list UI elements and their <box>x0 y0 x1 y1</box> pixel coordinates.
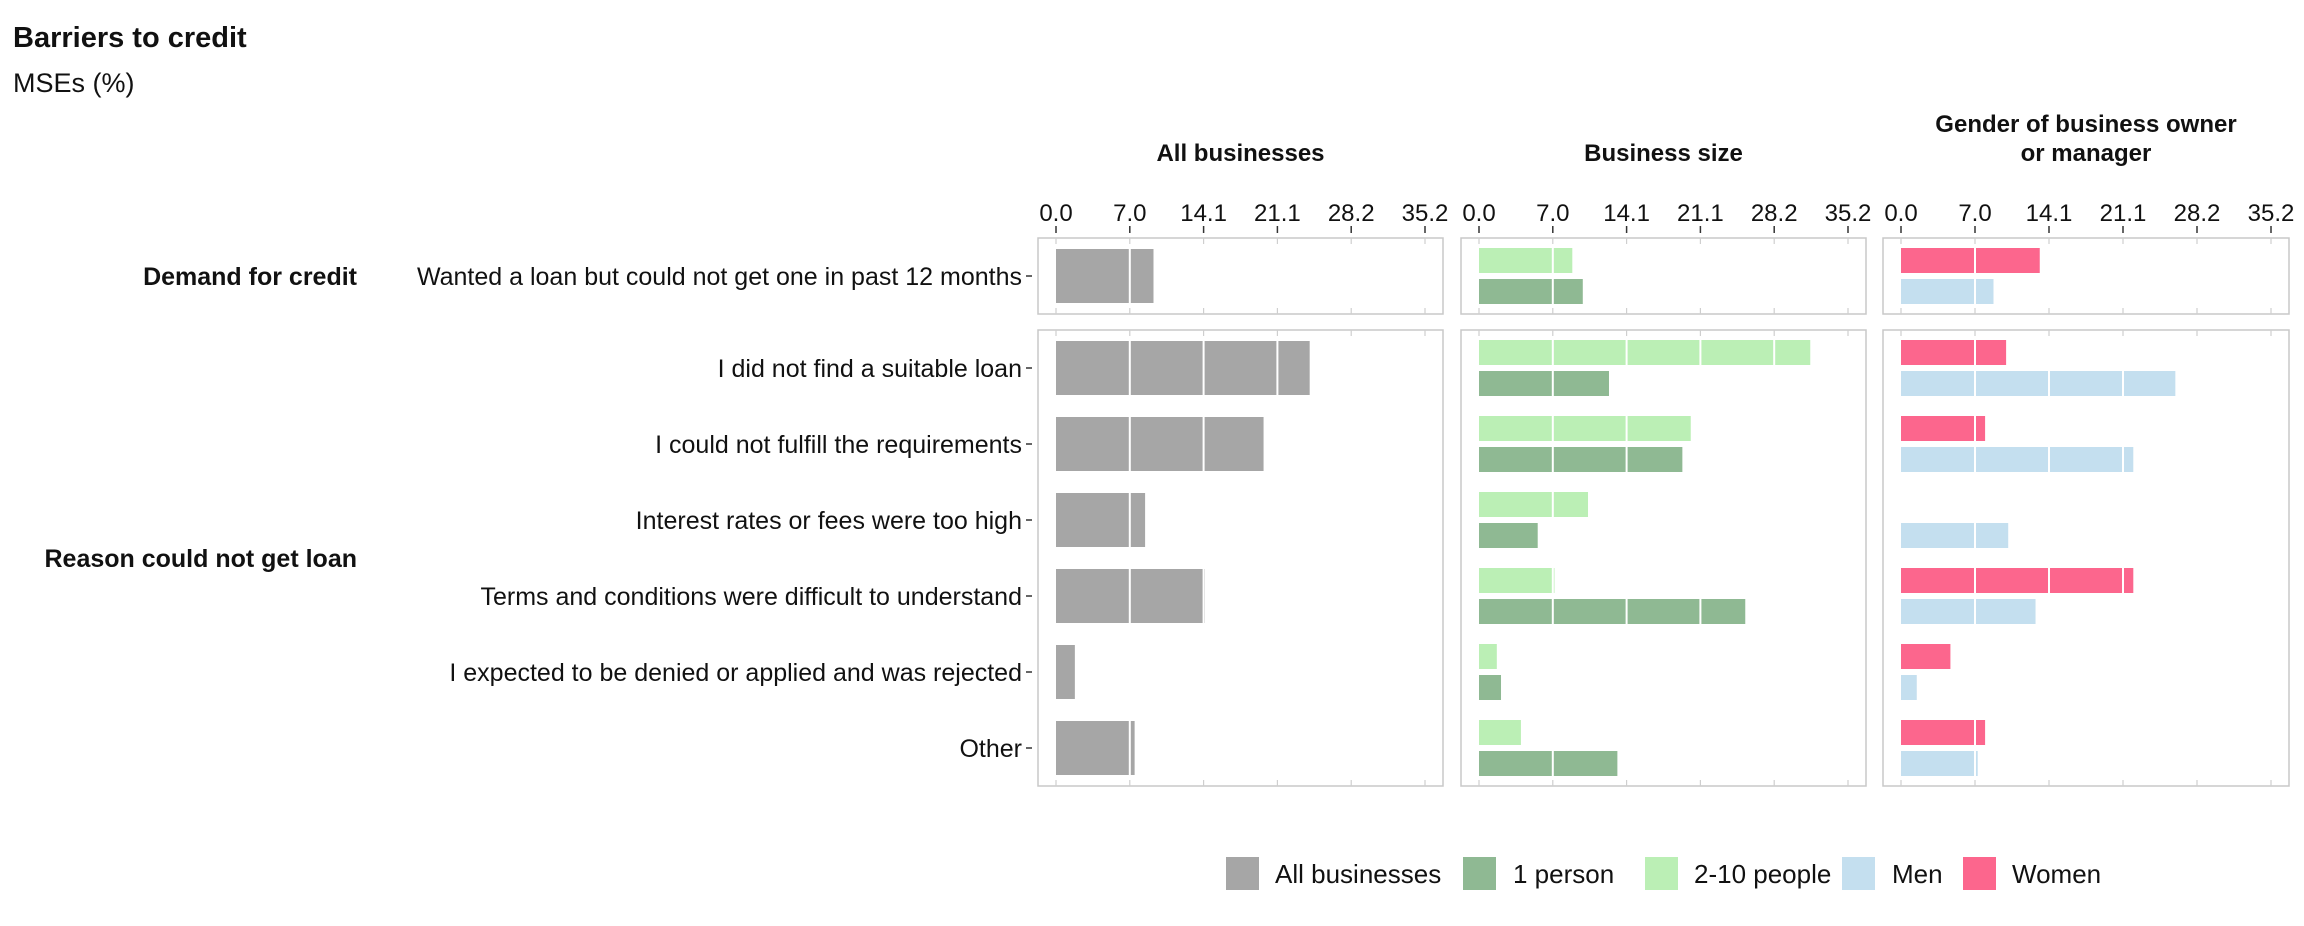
x-tick-label: 7.0 <box>1536 200 1569 227</box>
legend-label: 1 person <box>1513 859 1614 889</box>
bar-size1 <box>1479 371 1609 396</box>
legend-item-men: Men <box>1842 857 1943 890</box>
bar-size2_10 <box>1479 568 1555 593</box>
legend-item-all: All businesses <box>1226 857 1441 890</box>
panel-title: Business size <box>1584 140 1743 167</box>
legend-item-size1: 1 person <box>1463 857 1614 890</box>
category-label: I expected to be denied or applied and w… <box>449 659 1022 687</box>
legend-label: 2-10 people <box>1694 859 1831 889</box>
bar-size2_10 <box>1479 416 1691 441</box>
legend-swatch <box>1463 857 1496 890</box>
panel-box <box>1460 329 1867 787</box>
bar-men <box>1901 371 2176 396</box>
bar-all <box>1056 341 1310 395</box>
bar-men <box>1901 751 1978 776</box>
x-tick-label: 35.2 <box>1825 200 1872 227</box>
bar-women <box>1901 644 1951 669</box>
bar-men <box>1901 523 2009 548</box>
x-tick-label: 0.0 <box>1039 200 1072 227</box>
panel-title: or manager <box>2021 140 2152 167</box>
panel-box <box>1037 329 1444 787</box>
bar-size1 <box>1479 447 1683 472</box>
x-tick-label: 28.2 <box>1751 200 1798 227</box>
bar-size2_10 <box>1479 248 1573 273</box>
x-tick-label: 7.0 <box>1958 200 1991 227</box>
x-tick-label: 0.0 <box>1884 200 1917 227</box>
group-label: Demand for credit <box>143 263 358 291</box>
category-label: Other <box>959 735 1022 763</box>
bar-women <box>1901 416 1986 441</box>
bar-all <box>1056 645 1075 699</box>
panel-title: Gender of business owner <box>1935 111 2236 138</box>
chart-subtitle: MSEs (%) <box>13 68 135 98</box>
group-label: Reason could not get loan <box>44 545 357 573</box>
category-label: I could not fulfill the requirements <box>655 431 1022 459</box>
legend-swatch <box>1842 857 1875 890</box>
legend-swatch <box>1645 857 1678 890</box>
legend-swatch <box>1226 857 1259 890</box>
bar-size1 <box>1479 279 1583 304</box>
bar-all <box>1056 417 1264 471</box>
x-tick-label: 21.1 <box>2100 200 2147 227</box>
bar-size1 <box>1479 523 1538 548</box>
category-label: Wanted a loan but could not get one in p… <box>417 263 1022 291</box>
legend-item-women: Women <box>1963 857 2101 890</box>
x-tick-label: 35.2 <box>1402 200 1449 227</box>
x-tick-label: 14.1 <box>2026 200 2073 227</box>
bar-size2_10 <box>1479 340 1811 365</box>
bar-women <box>1901 340 2007 365</box>
bar-all <box>1056 249 1154 303</box>
bar-size1 <box>1479 751 1618 776</box>
legend-swatch <box>1963 857 1996 890</box>
bar-men <box>1901 675 1917 700</box>
chart-body: All businesses Business size Gender of bus… <box>44 111 2294 890</box>
legend-label: Women <box>2012 859 2101 889</box>
category-label: Terms and conditions were difficult to u… <box>480 583 1022 611</box>
panel-title: All businesses <box>1156 140 1324 167</box>
chart-title: Barriers to credit <box>13 22 247 54</box>
x-tick-label: 21.1 <box>1677 200 1724 227</box>
bar-size2_10 <box>1479 492 1589 517</box>
bar-men <box>1901 447 2134 472</box>
bar-women <box>1901 568 2134 593</box>
legend-item-size2_10: 2-10 people <box>1645 857 1831 890</box>
panel-box <box>1882 329 2290 787</box>
x-tick-label: 21.1 <box>1254 200 1301 227</box>
bar-women <box>1901 248 2040 273</box>
x-tick-label: 28.2 <box>1328 200 1375 227</box>
bar-size2_10 <box>1479 644 1497 669</box>
bar-size1 <box>1479 675 1502 700</box>
category-label: Interest rates or fees were too high <box>636 507 1022 535</box>
bar-all <box>1056 493 1146 547</box>
x-tick-label: 0.0 <box>1462 200 1495 227</box>
bar-all <box>1056 721 1135 775</box>
legend-label: Men <box>1892 859 1943 889</box>
bar-men <box>1901 279 1994 304</box>
legend-label: All businesses <box>1275 859 1441 889</box>
bar-women <box>1901 720 1986 745</box>
category-label: I did not find a suitable loan <box>718 355 1022 383</box>
bar-size1 <box>1479 599 1746 624</box>
x-tick-label: 14.1 <box>1180 200 1227 227</box>
bar-men <box>1901 599 2036 624</box>
x-tick-label: 28.2 <box>2174 200 2221 227</box>
x-tick-label: 35.2 <box>2248 200 2295 227</box>
bar-size2_10 <box>1479 720 1521 745</box>
x-tick-label: 7.0 <box>1113 200 1146 227</box>
x-tick-label: 14.1 <box>1603 200 1650 227</box>
